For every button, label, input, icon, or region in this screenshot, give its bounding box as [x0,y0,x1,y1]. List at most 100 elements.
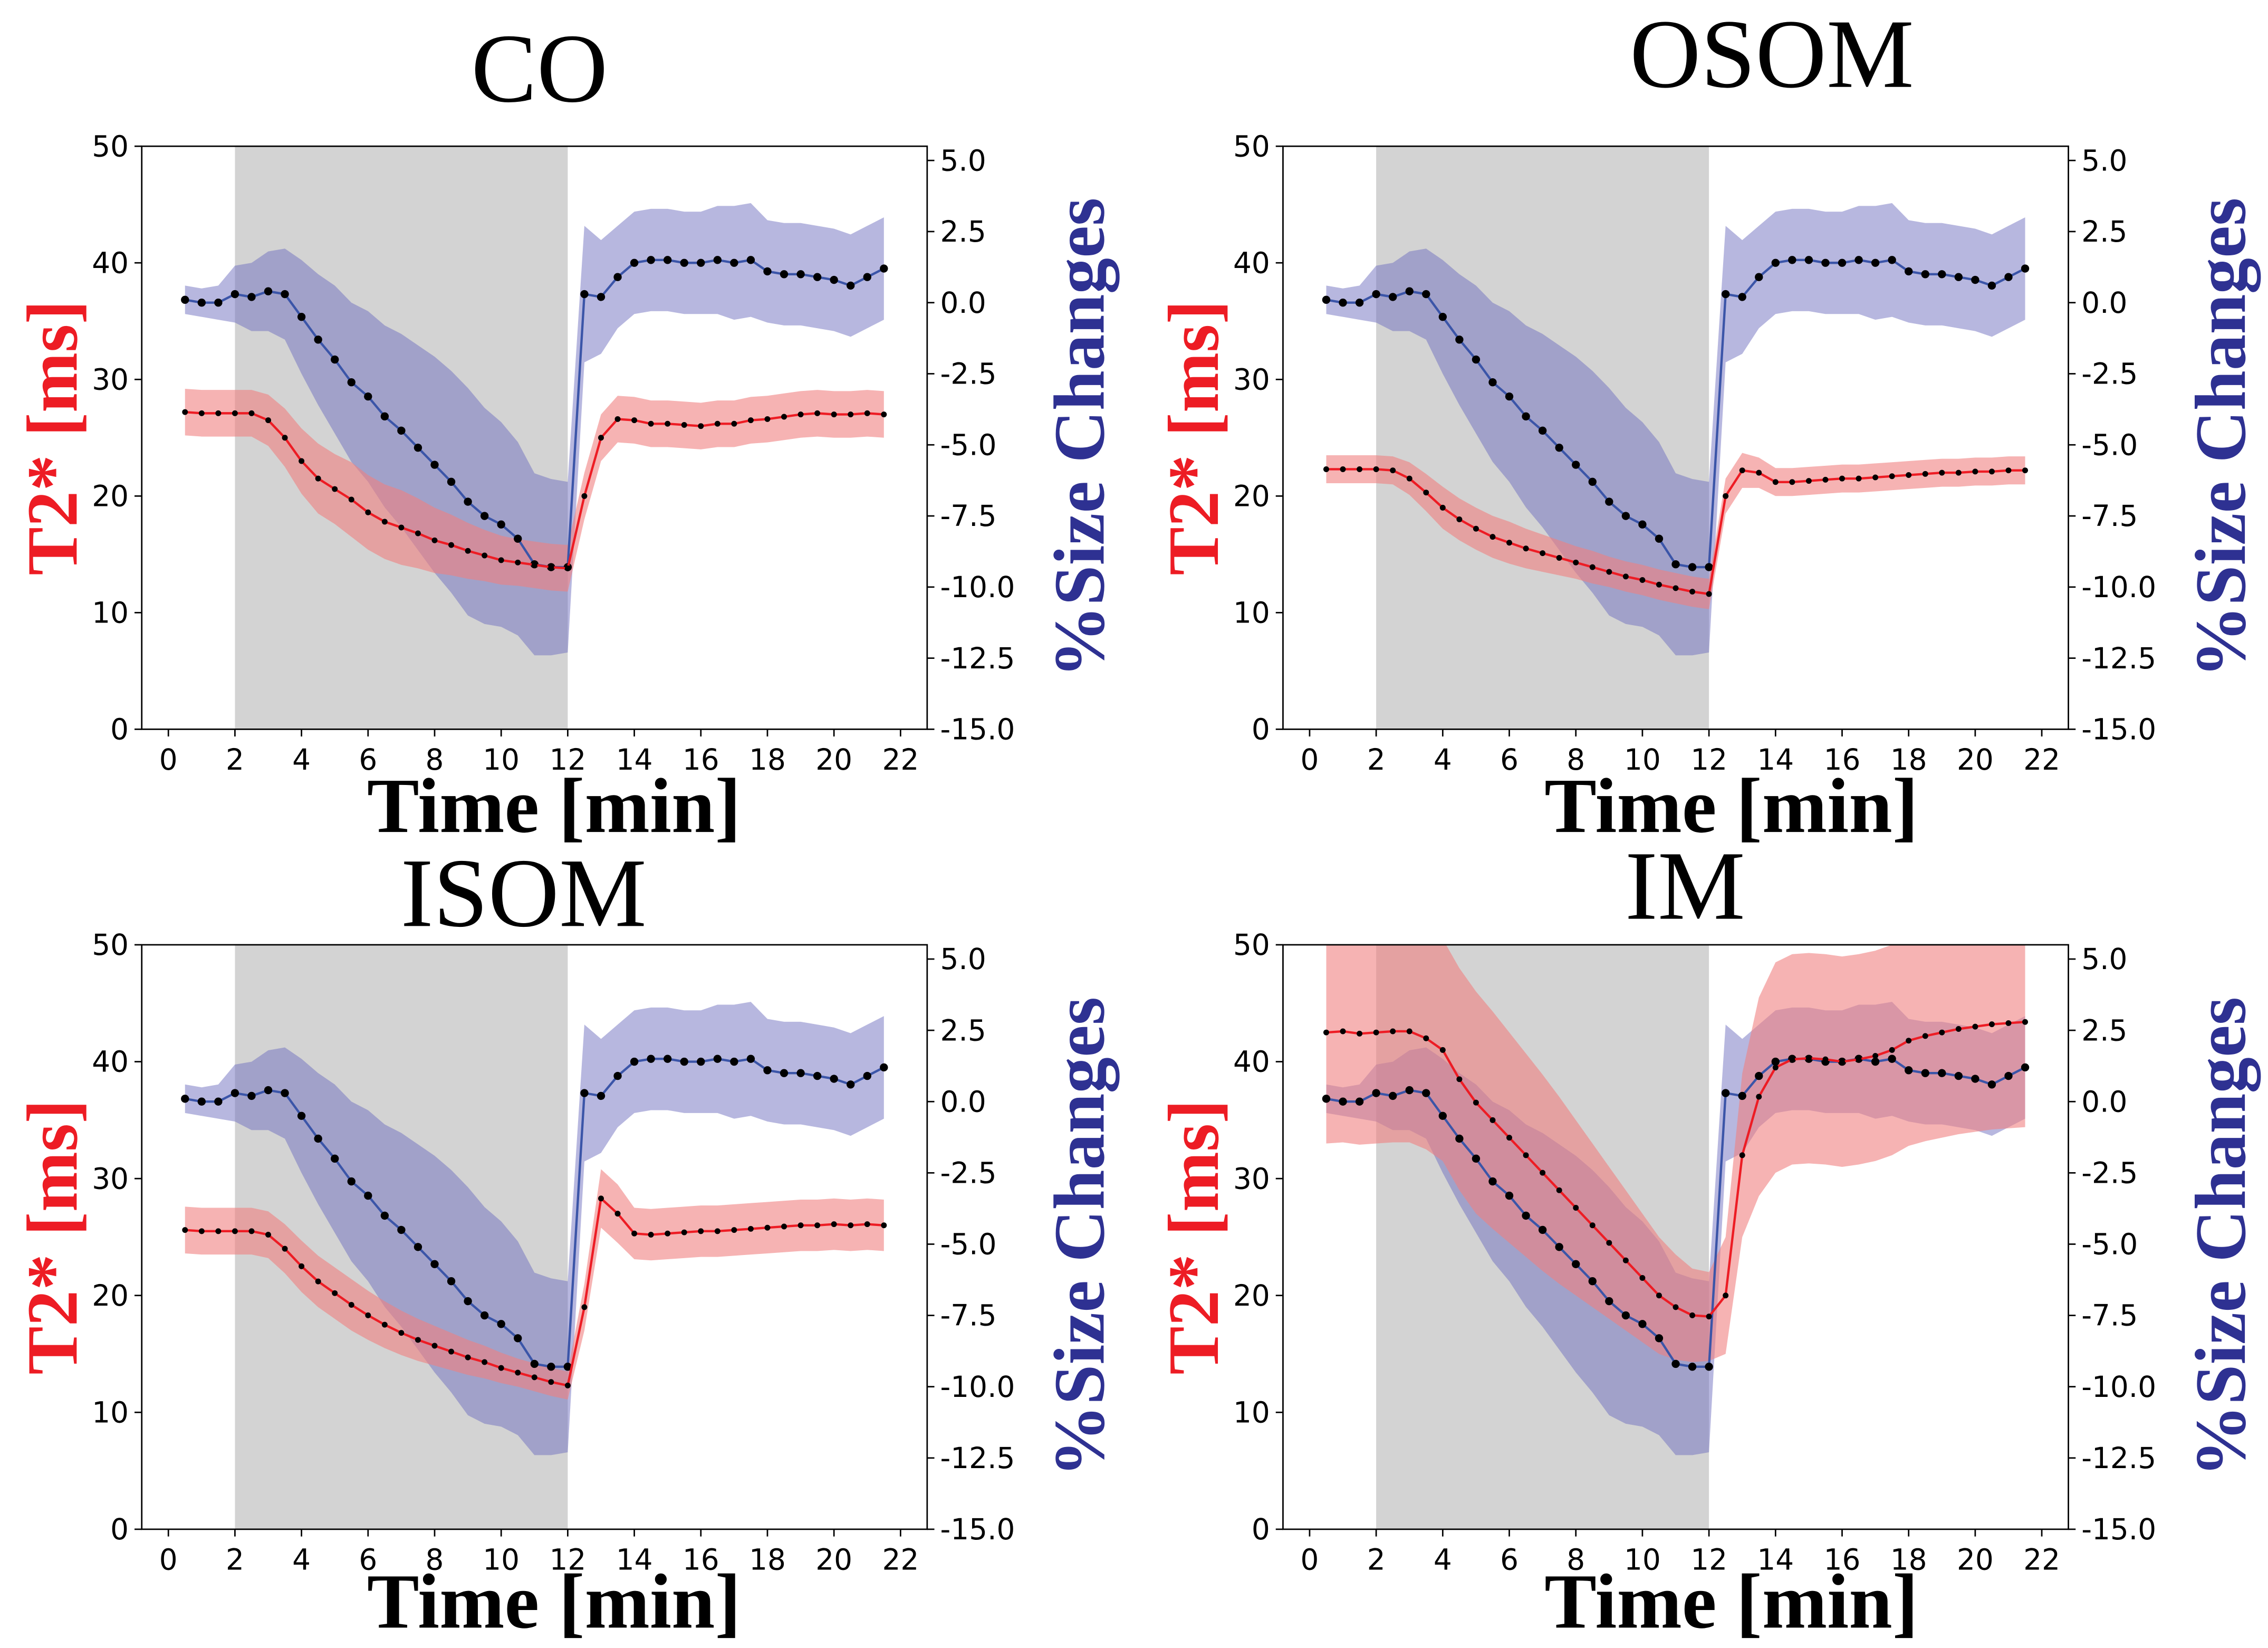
t2-point [1673,585,1679,591]
t2-point [299,458,305,464]
size-point [813,273,822,281]
y-left-axis-label: T2* [ms] [12,1099,92,1375]
y-right-tick-label: -10.0 [2081,570,2156,604]
y-right-tick-label: -5.0 [940,428,997,462]
t2-point [1589,1222,1596,1229]
y-left-tick-label: 30 [1233,362,1270,396]
size-point [1888,1055,1896,1063]
x-tick-label: 8 [1567,1543,1585,1577]
x-tick-label: 22 [882,1543,919,1577]
t2-point [332,1290,338,1296]
t2-point [265,417,272,424]
t2-point [831,1221,837,1228]
size-point [1372,1089,1380,1097]
size-point [647,256,655,264]
y-right-axis-label: %Size Changes [1039,997,1119,1477]
y-left-tick-label: 20 [92,1279,129,1312]
y-right-tick-label: -7.5 [940,499,997,533]
size-point [1938,1069,1946,1077]
size-point [1438,312,1447,321]
t2-point [1456,1076,1463,1082]
size-point [364,1191,372,1200]
size-point [730,258,738,267]
size-point [664,256,672,264]
t2-point [548,564,554,570]
x-tick-label: 10 [1624,1543,1661,1577]
size-point [1438,1112,1447,1120]
size-point [697,258,705,267]
size-point [281,1089,289,1097]
y-right-tick-label: -7.5 [2081,1299,2138,1333]
size-point [347,378,355,387]
size-point [347,1177,355,1186]
t2-point [1922,471,1928,477]
y-left-tick-label: 30 [92,362,129,396]
size-point [1721,1089,1730,1097]
t2-point [265,1232,272,1238]
size-point [1938,270,1946,279]
t2-point [598,435,604,441]
size-point [480,1311,489,1320]
t2-point [1939,470,1945,476]
t2-point [1988,1021,1995,1028]
x-tick-label: 12 [550,743,587,777]
t2-point [564,565,571,571]
size-point [1688,1363,1697,1371]
x-tick-label: 16 [1824,1543,1861,1577]
plot-area [1322,146,2030,730]
t2-band [1326,944,2025,1363]
x-tick-label: 18 [749,1543,786,1577]
y-left-tick-label: 20 [92,480,129,513]
y-left-tick-label: 10 [1233,596,1270,630]
size-point [1605,1297,1613,1306]
size-point [697,1057,705,1066]
x-tick-label: 20 [1957,1543,1994,1577]
t2-point [1772,479,1779,485]
t2-point [1906,1038,1912,1044]
y-right-tick-label: 2.5 [940,215,986,248]
t2-point [1706,591,1712,597]
x-axis-label: Time [min] [1544,763,1918,849]
t2-point [1939,1029,1945,1036]
y-right-axis-label: %Size Changes [2180,198,2261,678]
size-point [1987,1080,1996,1089]
y-right-tick-label: -15.0 [2081,713,2156,746]
size-point [1372,290,1380,299]
y-right-tick-label: -15.0 [2081,1512,2156,1546]
t2-point [1489,1117,1496,1123]
y-right-tick-label: -5.0 [2081,1228,2138,1261]
t2-point [781,1223,787,1230]
x-tick-label: 16 [1824,743,1861,777]
t2-band [1326,453,2025,609]
size-point [331,355,339,364]
axes-frame [1282,145,2069,730]
t2-point [864,1221,870,1228]
size-point [1572,1260,1580,1268]
t2-point [714,420,720,427]
t2-point [248,1228,255,1234]
t2-point [1856,1056,1862,1062]
t2-point [498,557,504,563]
t2-point [1340,466,1346,472]
t2-point [1489,534,1496,540]
size-point [580,290,589,299]
size-point [1455,336,1464,344]
size-point [1588,1277,1597,1286]
size-point [1422,1089,1430,1097]
y-right-tick-label: 2.5 [2081,1013,2127,1047]
size-point [514,534,522,543]
t2-point [614,1211,621,1217]
size-point [430,1260,439,1268]
t2-point [1639,577,1646,583]
t2-point [881,1222,887,1229]
y-left-tick-label: 0 [110,1512,129,1546]
y-left-tick-label: 50 [92,129,129,163]
plot-area [181,944,888,1529]
size-point [713,256,722,264]
size-point [1339,1097,1347,1106]
t2-point [248,410,255,416]
t2-point [1373,466,1379,472]
size-point [197,299,206,307]
t2-point [1556,554,1562,561]
